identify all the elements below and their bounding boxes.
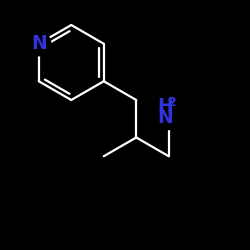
- Text: N: N: [31, 34, 46, 53]
- Text: H: H: [157, 98, 173, 116]
- Text: N: N: [157, 108, 173, 127]
- Circle shape: [27, 32, 51, 56]
- Text: 2: 2: [168, 96, 176, 109]
- Circle shape: [157, 95, 181, 119]
- Circle shape: [157, 106, 181, 130]
